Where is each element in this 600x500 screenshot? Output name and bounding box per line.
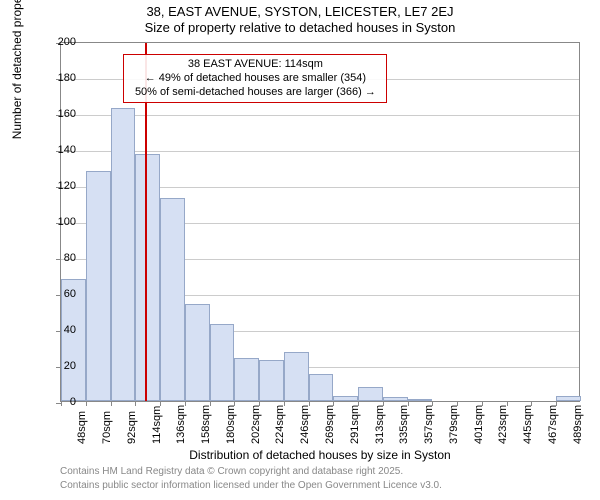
x-tick-label: 180sqm — [225, 405, 237, 444]
footer-line-1: Contains HM Land Registry data © Crown c… — [60, 466, 403, 477]
annotation-line-2: ← 49% of detached houses are smaller (35… — [130, 71, 380, 85]
histogram-bar — [86, 171, 111, 401]
x-tick-label: 246sqm — [299, 405, 311, 444]
histogram-bar — [408, 399, 433, 401]
histogram-bar — [333, 396, 358, 401]
x-tick-label: 136sqm — [175, 405, 187, 444]
x-tick-label: 423sqm — [497, 405, 509, 444]
y-tick-label: 0 — [46, 396, 76, 408]
x-tick-label: 313sqm — [374, 405, 386, 444]
x-tick-label: 467sqm — [547, 405, 559, 444]
x-tick-label: 379sqm — [448, 405, 460, 444]
x-tick-mark — [135, 401, 136, 406]
annotation-box: 38 EAST AVENUE: 114sqm← 49% of detached … — [123, 54, 387, 103]
x-tick-label: 335sqm — [398, 405, 410, 444]
y-tick-label: 180 — [46, 72, 76, 84]
x-tick-label: 48sqm — [76, 411, 88, 444]
histogram-bar — [185, 304, 210, 401]
x-tick-label: 291sqm — [349, 405, 361, 444]
y-axis-label: Number of detached properties — [10, 0, 24, 139]
x-tick-mark — [111, 401, 112, 406]
y-tick-label: 160 — [46, 108, 76, 120]
x-tick-label: 357sqm — [423, 405, 435, 444]
footer-line-2: Contains public sector information licen… — [60, 480, 442, 491]
gridline — [61, 151, 579, 152]
x-tick-label: 92sqm — [126, 411, 138, 444]
x-tick-label: 70sqm — [101, 411, 113, 444]
x-tick-label: 489sqm — [572, 405, 584, 444]
y-tick-label: 140 — [46, 144, 76, 156]
histogram-bar — [556, 396, 581, 401]
x-tick-label: 202sqm — [250, 405, 262, 444]
histogram-bar — [160, 198, 185, 401]
y-tick-label: 60 — [46, 288, 76, 300]
annotation-line-1: 38 EAST AVENUE: 114sqm — [130, 57, 380, 71]
y-tick-label: 120 — [46, 180, 76, 192]
histogram-bar — [135, 154, 160, 401]
histogram-bar — [210, 324, 235, 401]
y-tick-label: 200 — [46, 36, 76, 48]
histogram-bar — [309, 374, 334, 401]
histogram-bar — [111, 108, 136, 401]
histogram-bar — [284, 352, 309, 401]
x-tick-label: 269sqm — [324, 405, 336, 444]
y-tick-label: 20 — [46, 360, 76, 372]
x-tick-label: 445sqm — [522, 405, 534, 444]
y-tick-label: 80 — [46, 252, 76, 264]
chart-title-main: 38, EAST AVENUE, SYSTON, LEICESTER, LE7 … — [0, 4, 600, 19]
x-tick-label: 401sqm — [473, 405, 485, 444]
y-tick-label: 40 — [46, 324, 76, 336]
x-tick-label: 114sqm — [151, 406, 163, 444]
annotation-line-3: 50% of semi-detached houses are larger (… — [130, 85, 380, 99]
histogram-bar — [234, 358, 259, 401]
x-tick-label: 158sqm — [200, 405, 212, 444]
x-axis-label: Distribution of detached houses by size … — [60, 448, 580, 462]
histogram-bar — [259, 360, 284, 401]
y-tick-label: 100 — [46, 216, 76, 228]
chart-title-sub: Size of property relative to detached ho… — [0, 20, 600, 35]
gridline — [61, 115, 579, 116]
plot-area: 38 EAST AVENUE: 114sqm← 49% of detached … — [60, 42, 580, 402]
chart-container: 38, EAST AVENUE, SYSTON, LEICESTER, LE7 … — [0, 0, 600, 500]
histogram-bar — [383, 397, 408, 401]
x-tick-mark — [86, 401, 87, 406]
histogram-bar — [358, 387, 383, 401]
x-tick-label: 224sqm — [274, 405, 286, 444]
